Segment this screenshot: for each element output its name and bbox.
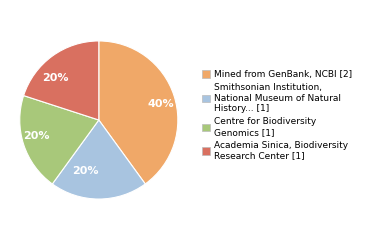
Text: 20%: 20%: [24, 131, 50, 141]
Text: 40%: 40%: [148, 99, 174, 109]
Wedge shape: [20, 96, 99, 184]
Wedge shape: [99, 41, 178, 184]
Legend: Mined from GenBank, NCBI [2], Smithsonian Institution,
National Museum of Natura: Mined from GenBank, NCBI [2], Smithsonia…: [202, 70, 352, 160]
Text: 20%: 20%: [72, 166, 99, 176]
Text: 20%: 20%: [42, 73, 69, 84]
Wedge shape: [24, 41, 99, 120]
Wedge shape: [52, 120, 145, 199]
